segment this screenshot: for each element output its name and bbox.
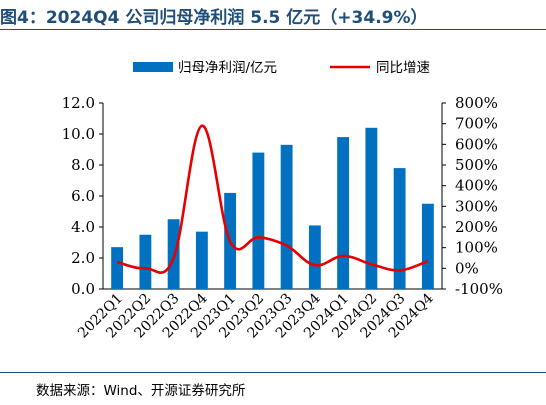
bar [252,152,265,289]
left-axis-tick-label: 10.0 [62,125,95,143]
bar [308,225,321,289]
bar [421,203,434,289]
legend-bar-label: 归母净利润/亿元 [178,59,277,76]
right-axis-tick-label: 700% [455,115,498,133]
bar [139,234,152,289]
growth-rate-line [116,124,429,274]
right-axis-tick-label: 100% [455,239,498,257]
bar [280,144,293,289]
combo-chart: 归母净利润/亿元 同比增速 0.0 2.0 4.0 6.0 8.0 10.0 12.0 -100%… [62,59,503,341]
legend-bar-swatch [133,62,173,72]
legend-line-label: 同比增速 [376,60,430,76]
figure-title: 图4：2024Q4 公司归母净利润 5.5 亿元（+34.9%） [0,8,428,28]
left-axis-tick-label: 8.0 [71,156,95,174]
bar [337,137,350,289]
right-axis-tick-label: 300% [455,197,498,215]
source-divider [0,372,546,373]
source-note: 数据来源：Wind、开源证券研究所 [36,383,246,399]
left-axis-tick-label: 0.0 [71,280,95,298]
bar [111,247,124,289]
bar [195,231,208,289]
right-axis-tick-label: 500% [455,156,498,174]
right-axis-tick-label: 600% [455,135,498,153]
chart-container: 归母净利润/亿元 同比增速 0.0 2.0 4.0 6.0 8.0 10.0 12.0 -100%… [0,30,546,370]
left-axis-tick-label: 12.0 [62,94,95,112]
right-axis-tick-label: -100% [455,280,503,298]
left-axis-tick-label: 6.0 [71,187,95,205]
right-axis-tick-label: 0% [455,259,479,277]
left-axis-tick-label: 2.0 [71,249,95,267]
title-row: 图4：2024Q4 公司归母净利润 5.5 亿元（+34.9%） [0,0,546,28]
right-axis-tick-label: 800% [455,94,498,112]
right-axis-tick-label: 200% [455,218,498,236]
right-axis-tick-label: 400% [455,177,498,195]
bar [393,168,406,289]
bar [365,127,378,289]
title-divider [0,29,546,30]
left-axis-tick-label: 4.0 [71,218,95,236]
